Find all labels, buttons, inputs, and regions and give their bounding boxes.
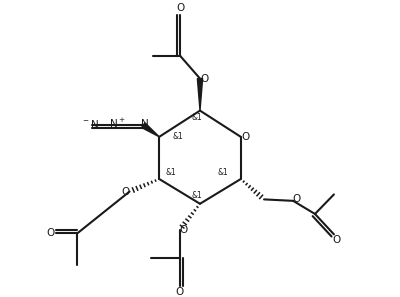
Text: O: O — [200, 74, 208, 83]
Text: $^-$N: $^-$N — [81, 118, 99, 130]
Text: N$^+$: N$^+$ — [109, 117, 126, 130]
Text: O: O — [176, 287, 184, 297]
Text: O: O — [121, 187, 130, 197]
Text: &1: &1 — [192, 191, 202, 200]
Text: O: O — [242, 132, 250, 142]
Text: O: O — [333, 235, 341, 244]
Text: O: O — [292, 195, 301, 204]
Polygon shape — [142, 123, 159, 137]
Polygon shape — [197, 79, 203, 110]
Text: &1: &1 — [166, 168, 176, 177]
Text: &1: &1 — [217, 168, 228, 177]
Text: &1: &1 — [191, 113, 202, 122]
Text: O: O — [176, 3, 184, 13]
Text: O: O — [46, 228, 55, 238]
Text: N: N — [141, 119, 148, 129]
Text: O: O — [180, 225, 188, 235]
Text: &1: &1 — [173, 132, 184, 141]
